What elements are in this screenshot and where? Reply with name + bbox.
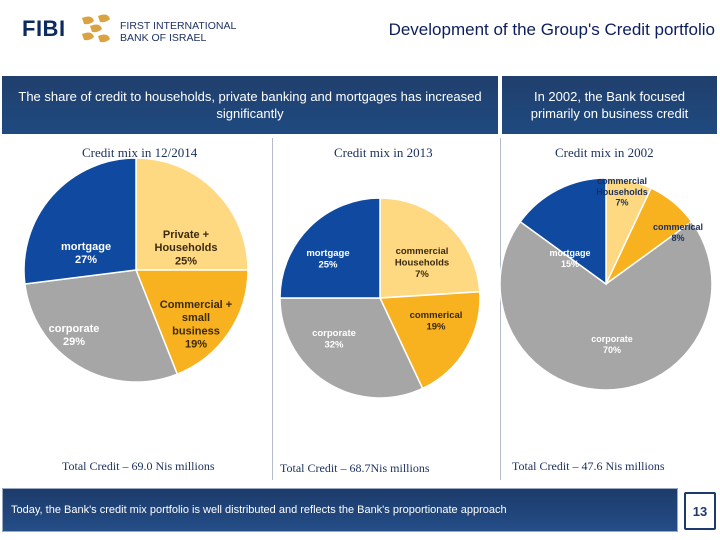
- logo-text: FIBI: [22, 16, 66, 41]
- total-credit-2014: Total Credit – 69.0 Nis millions: [62, 459, 215, 473]
- bank-name: FIRST INTERNATIONAL BANK OF ISRAEL: [120, 20, 236, 44]
- slice-label-corporate: corporate 32%: [312, 328, 356, 350]
- pie-chart-2002: commercial Households 7%commerical 8% corpor…: [499, 176, 713, 391]
- pie-slice-mortgage: [519, 177, 607, 286]
- slice-label-corporate: corporate 70%: [591, 334, 633, 355]
- pie-slice-corporate: [499, 220, 713, 391]
- slice-label-mortgage: mortgage 15%: [549, 248, 590, 269]
- pie-slice-corporate: [24, 269, 179, 383]
- footer-note-text: Today, the Bank's credit mix portfolio i…: [11, 504, 507, 516]
- slice-label-mortgage: mortgage 25%: [306, 248, 349, 270]
- slice-label-households: commercial Households 7%: [395, 246, 449, 280]
- bank-name-line2: BANK OF ISRAEL: [120, 32, 207, 44]
- pie-slice-commercial: [378, 290, 481, 390]
- slice-label-households: commercial Households 7%: [596, 176, 648, 208]
- slice-label-corporate: corporate 29%: [49, 323, 100, 348]
- banner-right-text: In 2002, the Bank focused primarily on b…: [530, 89, 689, 121]
- pie-slice-commercial: [134, 269, 249, 376]
- pie-slice-corporate: [279, 297, 424, 399]
- banner-left-text: The share of credit to households, priva…: [18, 89, 482, 121]
- footer-note: Today, the Bank's credit mix portfolio i…: [2, 488, 678, 532]
- chart-title-2014: Credit mix in 12/2014: [82, 145, 198, 160]
- pie-chart-2014: Private + Households 25% Commercial + small b…: [23, 157, 249, 383]
- slice-label-commercial: commerical 19%: [410, 310, 463, 332]
- banner-right: In 2002, the Bank focused primarily on b…: [502, 76, 717, 134]
- pie-slice-households: [135, 157, 249, 271]
- slice-label-commercial: Commercial + small business 19%: [160, 299, 232, 351]
- pie-slice-mortgage: [279, 197, 381, 299]
- panel-divider: [500, 138, 501, 480]
- banner-left: The share of credit to households, priva…: [2, 76, 498, 134]
- total-credit-2002: Total Credit – 47.6 Nis millions: [512, 459, 665, 473]
- pie-chart-2013: commercial Households 7% commerical 19% corpo…: [279, 197, 481, 399]
- slice-label-mortgage: mortgage 27%: [61, 241, 111, 266]
- slice-label-households: Private + Households 25%: [155, 229, 218, 267]
- page-title: Development of the Group's Credit portfo…: [388, 20, 715, 39]
- bank-name-line1: FIRST INTERNATIONAL: [120, 20, 237, 32]
- pie-slice-mortgage: [23, 157, 137, 285]
- chart-title-2002: Credit mix in 2002: [555, 145, 654, 160]
- slice-label-commercial: commerical 8%: [653, 222, 703, 243]
- page-number: 13: [684, 492, 716, 530]
- bank-logo-icon: [82, 14, 110, 43]
- chart-title-2013: Credit mix in 2013: [334, 145, 433, 160]
- panel-divider: [272, 138, 273, 480]
- total-credit-2013: Total Credit – 68.7Nis millions: [280, 461, 430, 475]
- pie-slice-households: [379, 197, 481, 299]
